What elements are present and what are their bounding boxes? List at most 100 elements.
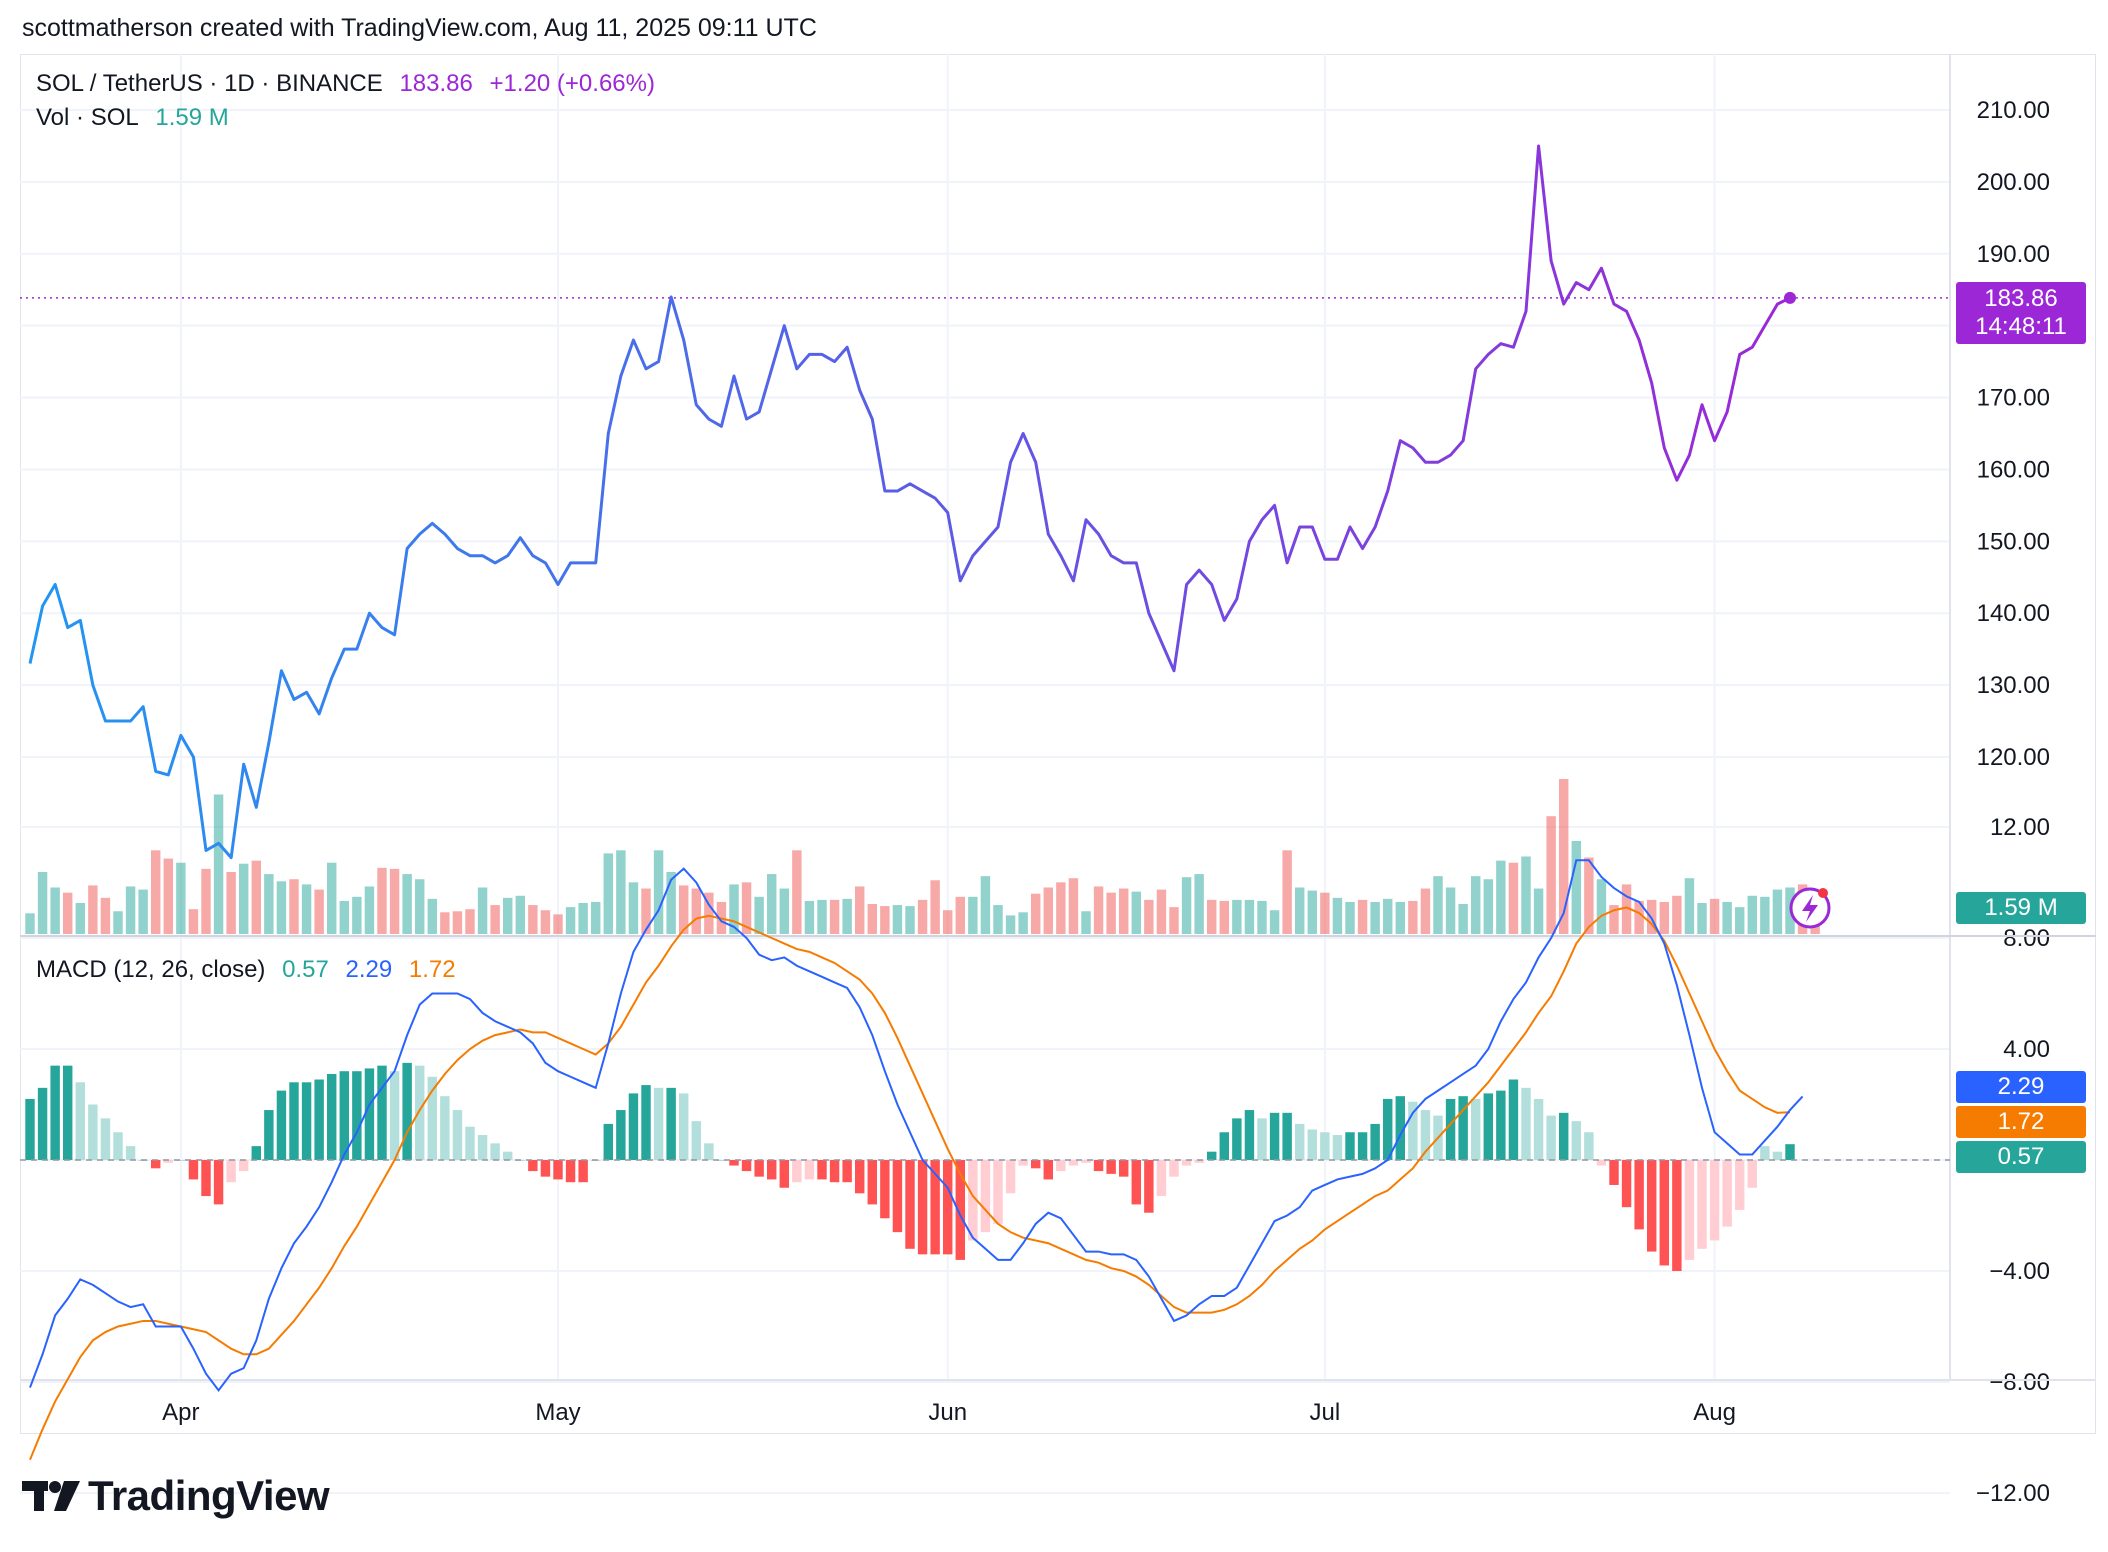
volume-bar: [704, 892, 714, 934]
volume-legend[interactable]: Vol · SOL 1.59 M: [36, 104, 239, 132]
macd-histogram-bar: [1219, 1132, 1229, 1160]
volume-bar: [201, 868, 211, 934]
volume-bar: [352, 896, 362, 934]
volume-bar: [829, 899, 840, 934]
macd-histogram-bar: [691, 1121, 701, 1160]
macd-histogram-bar: [503, 1151, 513, 1160]
macd-tick-label: −4.00: [1989, 1258, 2050, 1285]
macd-histogram-bar: [63, 1065, 73, 1160]
volume-bar: [968, 896, 978, 934]
macd-histogram-bar: [993, 1160, 1003, 1224]
tradingview-logo-text: TradingView: [88, 1472, 330, 1519]
macd-histogram-bar: [930, 1160, 940, 1255]
price-tick-label: 170.00: [1977, 385, 2050, 412]
volume-bar: [804, 900, 815, 934]
macd-histogram-bar: [1747, 1160, 1757, 1188]
macd-histogram-bar: [289, 1082, 299, 1160]
macd-histogram-bar: [1760, 1146, 1770, 1160]
tradingview-logo[interactable]: TradingView: [22, 1472, 330, 1520]
x-tick-label: Jul: [1310, 1399, 1341, 1426]
volume-bar: [415, 879, 425, 934]
volume-bar: [75, 903, 85, 934]
volume-bar: [1672, 895, 1682, 934]
volume-bar: [1747, 895, 1757, 934]
macd-histogram-bar: [1181, 1160, 1192, 1166]
macd-histogram-bar: [1408, 1101, 1418, 1160]
macd-histogram-bar: [1119, 1160, 1129, 1177]
macd-histogram-bar: [653, 1087, 664, 1160]
macd-histogram-bar: [628, 1093, 639, 1160]
macd-histogram-bar: [1282, 1112, 1292, 1160]
chart-frame: [20, 54, 2096, 1434]
macd-histogram-bar: [980, 1160, 991, 1233]
macd-histogram-bar: [767, 1160, 777, 1180]
macd-histogram-bar: [100, 1118, 111, 1160]
macd-histogram-bar: [1647, 1160, 1657, 1252]
volume-bar: [1772, 889, 1783, 934]
macd-histogram-bar: [968, 1160, 978, 1241]
countdown-value: 14:48:11: [1975, 313, 2067, 340]
macd-histogram-bar: [540, 1160, 551, 1177]
macd-histogram-bar: [528, 1160, 538, 1172]
volume-bar: [176, 862, 186, 934]
volume-bar: [1521, 856, 1531, 934]
macd-tick-label: −8.00: [1989, 1369, 2050, 1396]
volume-bar: [226, 872, 236, 934]
volume-bar: [1018, 912, 1028, 934]
volume-bar: [1307, 890, 1317, 934]
volume-bar: [528, 905, 538, 934]
macd-histogram-bar: [125, 1146, 136, 1160]
macd-histogram-bar: [1081, 1160, 1091, 1163]
macd-histogram-bar: [1735, 1160, 1745, 1210]
volume-bar: [440, 912, 450, 934]
macd-histogram-bar: [151, 1160, 161, 1169]
macd-histogram-bar: [880, 1160, 890, 1219]
macd-histogram-bar: [1093, 1160, 1104, 1172]
macd-histogram-bar: [477, 1135, 488, 1160]
volume-bar: [515, 895, 525, 934]
volume-bar: [377, 867, 387, 934]
macd-histogram-bar: [955, 1160, 965, 1260]
macd-histogram-bar: [1370, 1123, 1380, 1160]
volume-bar: [628, 882, 639, 934]
macd-histogram-bar: [1584, 1132, 1594, 1160]
volume-bar: [855, 886, 865, 934]
macd-histogram-bar: [553, 1160, 563, 1180]
bolt-icon-glyph: [1802, 895, 1818, 922]
volume-bar: [163, 858, 173, 934]
macd-legend[interactable]: MACD (12, 26, close) 0.57 2.29 1.72: [36, 956, 466, 984]
volume-bar: [1031, 893, 1041, 934]
macd-histogram-bar: [1559, 1112, 1569, 1160]
volume-bar: [880, 906, 890, 934]
macd-histogram-bar: [1621, 1160, 1632, 1208]
macd-histogram-bar: [578, 1160, 588, 1183]
macd-histogram-bar: [176, 1160, 186, 1161]
macd-histogram-bar: [490, 1143, 500, 1160]
volume-bar: [151, 850, 161, 934]
volume-bar: [842, 898, 852, 934]
symbol-legend[interactable]: SOL / TetherUS · 1D · BINANCE 183.86 +1.…: [36, 70, 665, 98]
volume-bar: [817, 899, 827, 934]
volume-bar: [37, 872, 48, 934]
macd-histogram-bar: [754, 1160, 764, 1177]
volume-bar: [289, 879, 299, 934]
macd-histogram-bar: [276, 1090, 287, 1160]
macd-histogram-bar: [1508, 1079, 1519, 1160]
macd-histogram-bar: [452, 1110, 463, 1160]
macd-histogram-bar: [1546, 1115, 1556, 1160]
volume-tag: 1.59 M: [1956, 892, 2086, 924]
macd-histogram-bar: [50, 1065, 60, 1160]
macd-histogram-bar: [440, 1096, 450, 1160]
macd-histogram-bar: [402, 1062, 412, 1160]
price-tick-label: 190.00: [1977, 241, 2050, 268]
volume-bar: [339, 900, 349, 934]
macd-histogram-bar: [389, 1071, 400, 1160]
last-price: 183.86: [399, 70, 473, 97]
tradingview-logo-icon: [22, 1481, 80, 1511]
volume-bar: [1395, 901, 1405, 934]
attribution-header: scottmatherson created with TradingView.…: [22, 14, 817, 42]
macd-histogram-bar: [1269, 1112, 1280, 1160]
macd-histogram-bar: [855, 1160, 865, 1194]
volume-bar: [100, 897, 111, 934]
